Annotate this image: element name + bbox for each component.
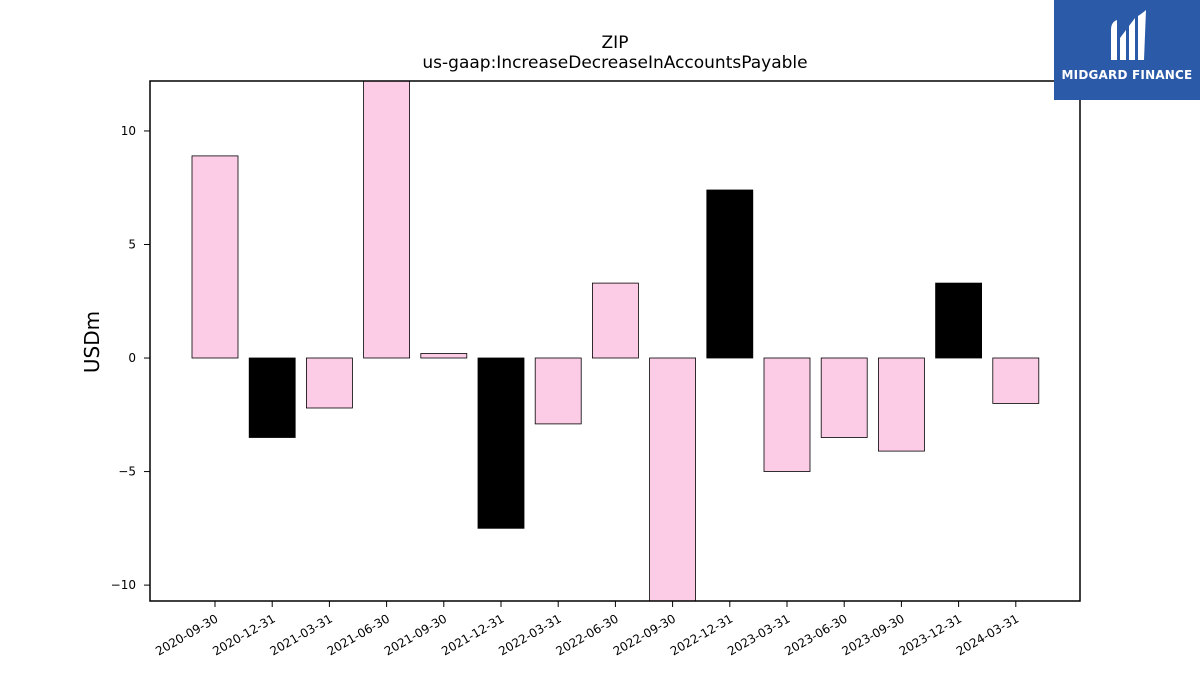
- y-tick-label: 0: [128, 351, 136, 365]
- plot-frame: [149, 80, 1081, 602]
- x-tick-label: 2023-09-30: [839, 611, 906, 658]
- x-tick-label: 2021-12-31: [439, 611, 506, 658]
- bar-2022-06-30: [592, 282, 639, 359]
- x-tick-label: 2023-06-30: [782, 611, 849, 658]
- midgard-logo-icon: [1111, 10, 1146, 60]
- chart-title: ZIP: [602, 33, 629, 53]
- bar-2021-12-31: [477, 357, 525, 529]
- x-ticks-group: 2020-09-302020-12-312021-03-312021-06-30…: [153, 601, 1021, 658]
- bar-2020-12-31: [248, 357, 296, 438]
- bar-2023-03-31: [763, 357, 811, 472]
- bar-2023-12-31: [935, 282, 982, 359]
- x-tick-label: 2021-06-30: [325, 611, 392, 658]
- chart-subtitle: us-gaap:IncreaseDecreaseInAccountsPayabl…: [422, 53, 807, 73]
- bar-2023-06-30: [820, 357, 868, 438]
- y-tick-label: −10: [111, 578, 136, 592]
- bar-2022-03-31: [534, 357, 582, 425]
- bar-2021-09-30: [420, 353, 468, 359]
- bar-2023-09-30: [878, 357, 925, 452]
- x-tick-label: 2020-09-30: [153, 611, 220, 658]
- bar-2022-09-30: [649, 357, 696, 602]
- bar-2020-09-30: [191, 155, 239, 359]
- bar-2021-03-31: [305, 357, 353, 409]
- x-tick-label: 2024-03-31: [954, 611, 1021, 658]
- x-tick-label: 2023-12-31: [897, 611, 964, 658]
- y-tick-label: 5: [128, 237, 136, 251]
- x-tick-label: 2021-03-31: [267, 611, 334, 658]
- bar-2024-03-31: [992, 357, 1040, 404]
- x-tick-label: 2022-06-30: [553, 611, 620, 658]
- y-ticks-group: −10 −5 0 5 10: [111, 124, 150, 592]
- bar-2022-12-31: [706, 189, 754, 359]
- x-tick-label: 2022-12-31: [668, 611, 735, 658]
- y-axis-label: USDm: [80, 311, 104, 373]
- bars-group: [191, 80, 1040, 602]
- x-tick-label: 2022-03-31: [496, 611, 563, 658]
- brand-logo: MIDGARD FINANCE: [1054, 0, 1200, 100]
- x-tick-label: 2021-09-30: [382, 611, 449, 658]
- x-tick-label: 2020-12-31: [210, 611, 277, 658]
- brand-name: MIDGARD FINANCE: [1061, 68, 1193, 82]
- x-tick-label: 2023-03-31: [725, 611, 792, 658]
- x-tick-label: 2022-09-30: [611, 611, 678, 658]
- y-tick-label: 10: [121, 124, 136, 138]
- y-tick-label: −5: [118, 465, 136, 479]
- bar-2021-06-30: [363, 80, 411, 359]
